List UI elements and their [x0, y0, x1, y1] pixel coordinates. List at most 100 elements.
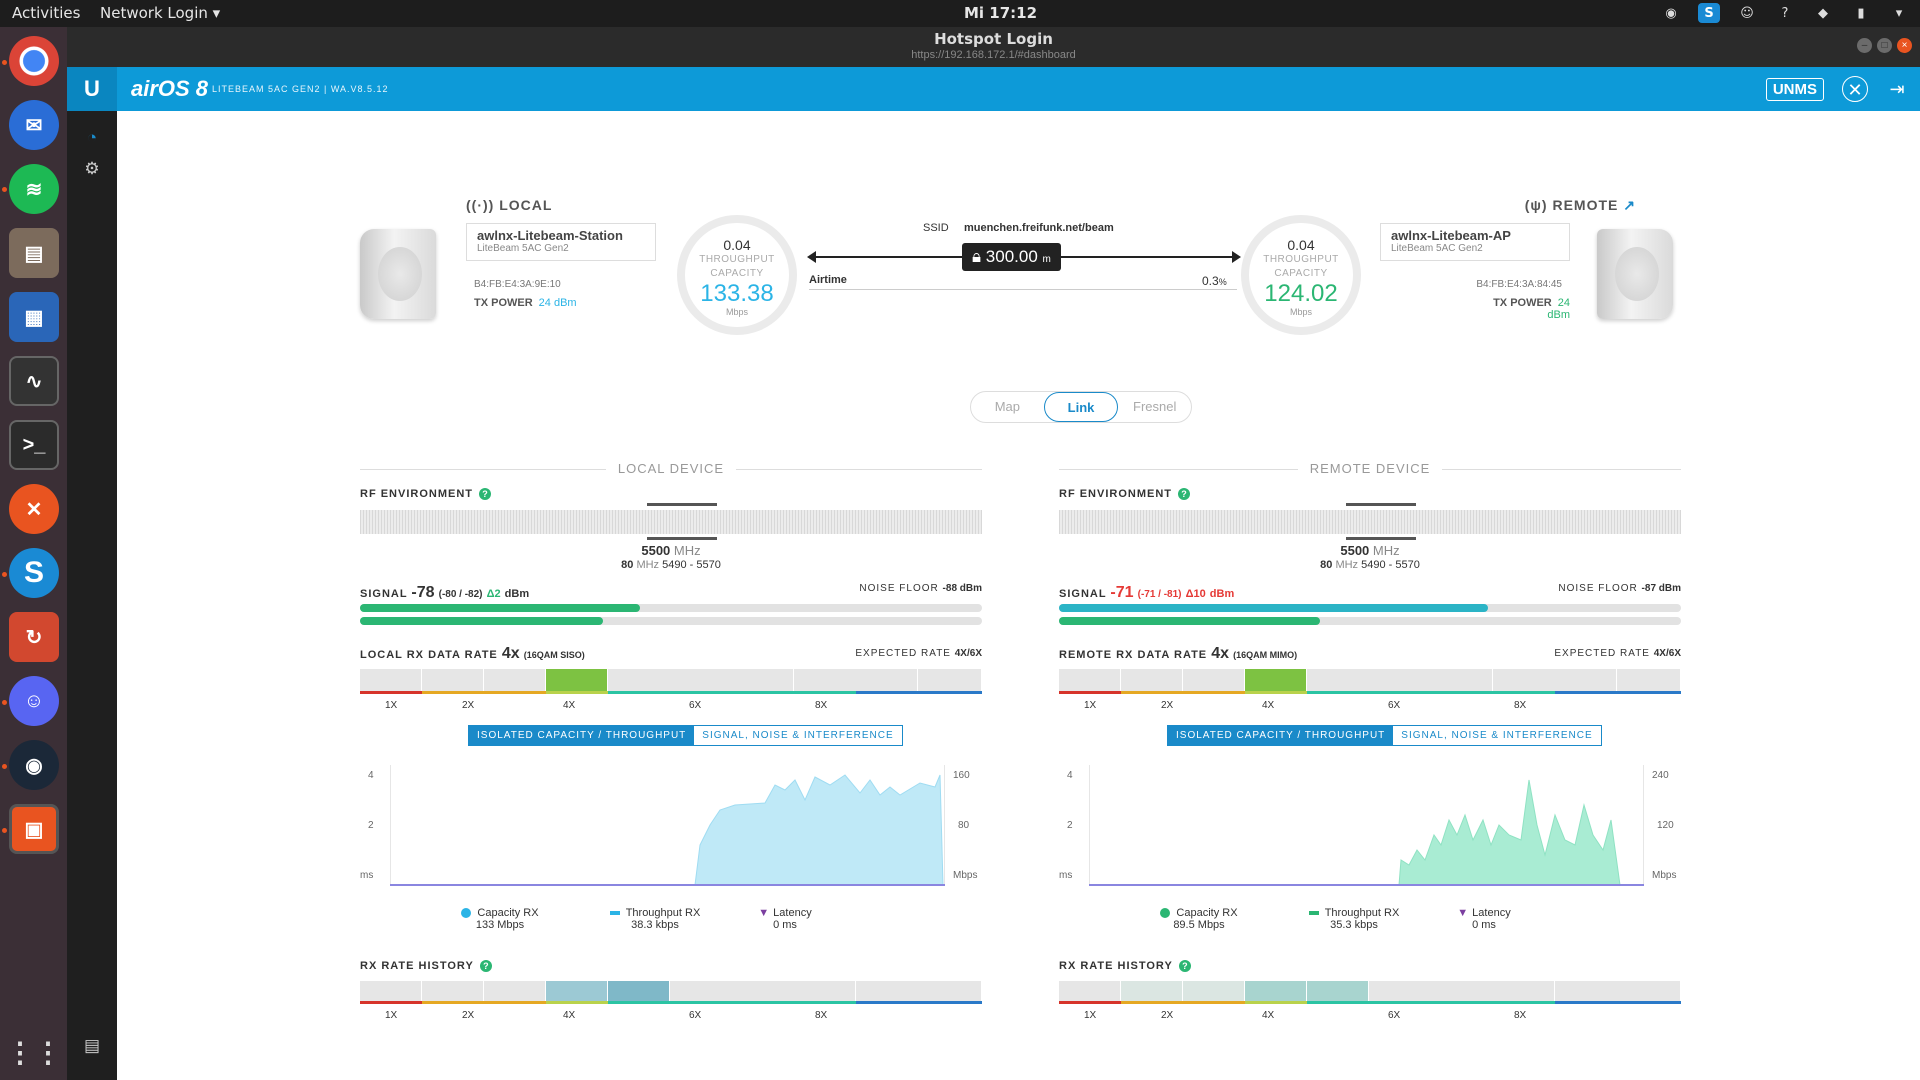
writer-icon[interactable]: ▦ [9, 292, 59, 342]
remote-device-image [1597, 229, 1673, 319]
signal-noise-button[interactable]: SIGNAL, NOISE & INTERFERENCE [1401, 730, 1593, 741]
airos-brand: airOS 8 [131, 76, 209, 101]
tab-map[interactable]: Map [994, 399, 1020, 414]
dashboard-content: ((·)) LOCAL awlnx-Litebeam-Station LiteB… [117, 111, 1920, 1080]
local-capacity: 133.38 [700, 280, 774, 307]
activities-button[interactable]: Activities [12, 4, 81, 22]
center-frequency: 5500 MHz [360, 543, 982, 558]
logout-icon[interactable]: ⇥ [1889, 79, 1905, 99]
local-tx-value: 24 dBm [538, 297, 577, 309]
signal-delta: Δ2 [486, 588, 501, 600]
help-icon[interactable]: ? [1781, 5, 1789, 21]
rx-rate-bar [360, 669, 982, 691]
legend-throughput: Throughput RX 38.3 kbps [600, 907, 710, 931]
channel-range: 80 MHz 5490 - 5570 [360, 559, 982, 571]
unms-button[interactable]: UNMS [1765, 78, 1824, 101]
battery-icon[interactable]: ▮ [1857, 5, 1865, 21]
section-title-row: LOCAL DEVICE [360, 460, 982, 480]
expected-rate-value: 4X/6X [1653, 648, 1681, 659]
files-icon[interactable]: ▤ [9, 228, 59, 278]
help-icon[interactable]: ? [1178, 488, 1190, 500]
window-titlebar: Hotspot Login https://192.168.172.1/#das… [67, 27, 1920, 67]
tab-fresnel[interactable]: Fresnel [1133, 399, 1177, 414]
log-icon[interactable]: ▤ [83, 1036, 101, 1055]
chrome-icon[interactable] [9, 36, 59, 86]
signal-chain-1-fill [360, 604, 640, 612]
local-device-model: LiteBeam 5AC Gen2 [477, 243, 569, 254]
capacity-graph [1089, 765, 1644, 886]
spotify-icon[interactable]: ≋ [9, 164, 59, 214]
local-throughput-label: THROUGHPUT [699, 254, 775, 265]
signal-chain-2-bar [360, 617, 982, 625]
channel-range: 80 MHz 5490 - 5570 [1059, 559, 1681, 571]
y-right-unit: Mbps [953, 870, 978, 881]
power-menu-icon[interactable]: ▾ [1895, 5, 1903, 21]
rate-tick-label: 4X [563, 700, 576, 711]
local-heading-text: LOCAL [499, 197, 553, 213]
terminal-icon[interactable]: >_ [9, 420, 59, 470]
rx-rate-history-text: RX RATE HISTORY [1059, 960, 1173, 972]
ssid-label: SSID [923, 222, 949, 234]
external-link-icon[interactable]: ↗ [1623, 197, 1636, 213]
local-antenna-icon: ((·)) [466, 197, 495, 213]
capacity-graph [390, 765, 945, 886]
settings-tools-icon[interactable]: ✕ [9, 484, 59, 534]
rx-data-rate-label: REMOTE RX DATA RATE [1059, 649, 1208, 661]
steam-tray-icon[interactable]: ◉ [1665, 5, 1677, 21]
wifi-icon[interactable]: ◆ [1818, 5, 1828, 21]
maximize-button[interactable]: □ [1877, 38, 1892, 53]
rate-tick-label: 1X [1084, 700, 1097, 711]
ubiquiti-logo-icon[interactable]: U [67, 67, 117, 111]
system-monitor-icon[interactable]: ∿ [9, 356, 59, 406]
remote-unit: Mbps [1289, 307, 1312, 317]
tab-link[interactable]: Link [1043, 392, 1119, 422]
noise-floor-row: NOISE FLOOR -88 dBm [859, 583, 982, 594]
expected-rate-value: 4X/6X [954, 648, 982, 659]
network-login-icon[interactable]: ▣ [9, 804, 59, 854]
help-icon[interactable]: ? [479, 960, 492, 972]
remote-device-name-box: awlnx-Litebeam-AP LiteBeam 5AC Gen2 [1380, 223, 1570, 261]
skype-icon[interactable]: S [9, 548, 59, 598]
link-distance-unit: m [1042, 254, 1051, 265]
signal-chain-1-fill [1059, 604, 1489, 612]
isolated-capacity-button[interactable]: ISOLATED CAPACITY / THROUGHPUT [1168, 726, 1394, 745]
noise-floor-value: -87 dBm [1641, 583, 1681, 594]
signal-noise-button[interactable]: SIGNAL, NOISE & INTERFERENCE [702, 730, 894, 741]
remote-throughput: 0.04 [1287, 237, 1315, 253]
rf-environment-label: RF ENVIRONMENT? [1059, 488, 1190, 500]
remote-capacity: 124.02 [1264, 280, 1338, 307]
minimize-button[interactable]: – [1857, 38, 1872, 53]
legend-throughput-value: 38.3 kbps [631, 919, 679, 931]
skype-tray-icon[interactable]: S [1698, 3, 1720, 23]
rate-tick-labels: 1X 2X 4X 6X 8X [360, 700, 982, 712]
section-title: REMOTE DEVICE [1297, 461, 1443, 476]
rate-color-scale [360, 691, 982, 694]
thunderbird-icon[interactable]: ✉ [9, 100, 59, 150]
remote-capacity-ring: 0.04 THROUGHPUT CAPACITY 124.02 Mbps [1241, 215, 1361, 335]
software-updater-icon[interactable]: ↻ [9, 612, 59, 662]
device-model: LITEBEAM 5AC GEN2 | WA.V8.5.12 [212, 84, 389, 94]
legend-capacity: Capacity RX 89.5 Mbps [1149, 907, 1249, 931]
isolated-capacity-button[interactable]: ISOLATED CAPACITY / THROUGHPUT [469, 726, 695, 745]
help-icon[interactable]: ? [479, 488, 491, 500]
rx-rate-history-label: RX RATE HISTORY? [360, 960, 492, 972]
local-device-image [360, 229, 436, 319]
link-arrow-left-head [807, 251, 816, 263]
discord-icon[interactable]: ☺ [9, 676, 59, 726]
rf-environment-text: RF ENVIRONMENT [1059, 488, 1172, 500]
tools-icon[interactable]: ✕ [1842, 76, 1868, 102]
settings-icon[interactable]: ⚙ [84, 159, 100, 178]
steam-icon[interactable]: ◉ [9, 740, 59, 790]
app-menu[interactable]: Network Login ▾ [100, 4, 221, 22]
y-right-unit: Mbps [1652, 870, 1677, 881]
clock[interactable]: Mi 17:12 [964, 4, 1038, 22]
remote-tx-value: 24 dBm [1547, 297, 1570, 321]
close-button[interactable]: × [1897, 38, 1912, 53]
running-indicator [2, 828, 7, 833]
history-tick-labels: 1X 2X 4X 6X 8X [360, 1010, 982, 1022]
legend-latency-name: Latency [773, 907, 812, 919]
show-applications-icon[interactable]: ⋮⋮ [6, 1036, 62, 1068]
discord-tray-icon[interactable]: ☺ [1740, 5, 1754, 21]
dashboard-icon[interactable]: ◔ [86, 128, 98, 147]
help-icon[interactable]: ? [1178, 960, 1191, 972]
